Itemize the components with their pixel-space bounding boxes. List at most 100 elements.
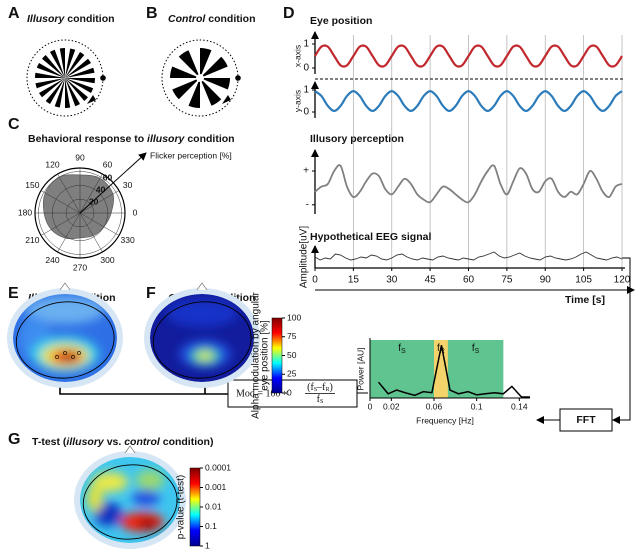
stimulus-wedge [65,67,95,78]
panel-title: Eye position [310,15,372,27]
formula-part: –f [316,382,326,393]
x-tick-label: 0.1 [471,401,483,411]
angle-tick-label: 240 [45,255,59,265]
topomap-blobs [87,470,164,532]
fft-label: FFT [576,414,596,426]
radial-tick-label: 20 [89,196,99,206]
title-part: illusory [147,133,186,145]
colorbar-tick-label: 1 [205,540,210,550]
topomap [150,294,254,382]
colorbar [189,467,201,547]
panel-letter: E [8,285,19,302]
colorbar-label: eye position [%] [260,320,271,391]
y-tick-label: 1 [303,39,309,50]
flow-line [612,257,631,424]
title-part: condition [64,13,114,25]
panel-letter: A [8,5,20,22]
x-tick-label: 30 [386,275,398,286]
topomap-blob [94,502,122,526]
radial-tick-label: 40 [96,184,106,194]
panel-letter: F [146,285,156,302]
stimulus-wedge [202,56,228,77]
region-label: fS [398,343,406,355]
line-series [314,164,623,204]
angle-tick-label: 270 [73,262,87,272]
y-axis-label: y-axis [292,90,302,112]
title-part: condition [205,13,255,25]
title-part: condition [184,133,234,145]
colorbar-tick-label: 25 [287,369,297,379]
stimulus-wedge [65,58,91,78]
nose [196,282,208,291]
topomap-blob [25,296,105,324]
stimulus-wedge [178,50,199,76]
fixation-dot [100,75,106,81]
rotation-arrow [87,95,96,104]
panel-letter: C [8,116,20,133]
formula-part: R [326,387,330,393]
angle-tick-label: 120 [45,160,59,170]
rotation-arrow [222,95,231,104]
colorbar-tick-label: 0.001 [205,482,227,492]
colorbar [271,317,283,394]
y-tick-label: 1 [303,85,309,96]
angular-grid [79,212,103,253]
colorbar-tick-label: 100 [287,312,301,322]
stimulus-wedge [201,80,222,106]
formula-denominator: fS [317,394,324,405]
formula-box [227,379,358,408]
stimulus-wedge [36,63,65,78]
angle-tick-label: 330 [121,235,135,245]
y-tick-label: + [303,166,309,177]
region-label-f: f [398,343,401,354]
annotation: Flicker perception [%] [150,150,232,160]
stimulus-wedge [45,78,65,104]
line-series [314,89,623,113]
stimulus-wedge [39,78,65,98]
formula-part: f [317,394,321,405]
title-part: T-test ( [32,436,67,448]
colorbar-tick-label: 50 [287,350,297,360]
nose [124,445,136,454]
x-tick-label: 105 [575,275,592,286]
stimulus-wedge [35,72,65,78]
y-axis-label: Power [AU] [355,348,365,391]
stimulus-wedge [188,81,200,108]
stimulus-wedge [65,78,80,107]
angular-grid [57,173,81,214]
colorbar-label: p-value (t-test) [176,475,187,539]
topomap [13,294,117,382]
angular-grid [79,173,103,214]
subplot-title: Hypothetical EEG signal [310,231,431,243]
region-label-sub: S [475,348,480,355]
stimulus-wedge [65,48,76,78]
angular-grid [40,212,81,236]
formula-part: (f [307,382,314,393]
topomap-blobs [166,299,238,368]
stimulus-wedge [59,48,65,78]
x-axis-label: Time [s] [565,294,605,306]
x-tick-label: 75 [501,275,513,286]
formula-part: S [314,387,317,393]
angular-grid [79,190,120,214]
head-outline [15,301,115,379]
stimulus-wedge [172,79,198,100]
stimulus-wedge [170,66,197,78]
x-tick-label: 120 [614,275,631,286]
colorbar-tick-label: 0.01 [205,501,222,511]
stimulus-wedge [35,78,65,89]
x-axis-label: Frequency [Hz] [416,415,474,425]
y-tick-label: - [306,199,309,210]
stimulus-wedge [54,78,65,108]
x-tick-label: 0.14 [511,401,528,411]
stimulus-wedge [42,55,65,78]
x-tick-label: 45 [425,275,437,286]
stimulus-wedge [65,78,95,84]
subplot-title: Illusory perception [310,133,404,145]
stimulus-wedge [65,78,71,108]
head-outline [152,301,252,379]
title-part: Behavioral response to [28,133,147,145]
topomap-blob [132,490,160,506]
angle-tick-label: 0 [133,207,138,217]
stimulus-wedge [200,48,212,75]
